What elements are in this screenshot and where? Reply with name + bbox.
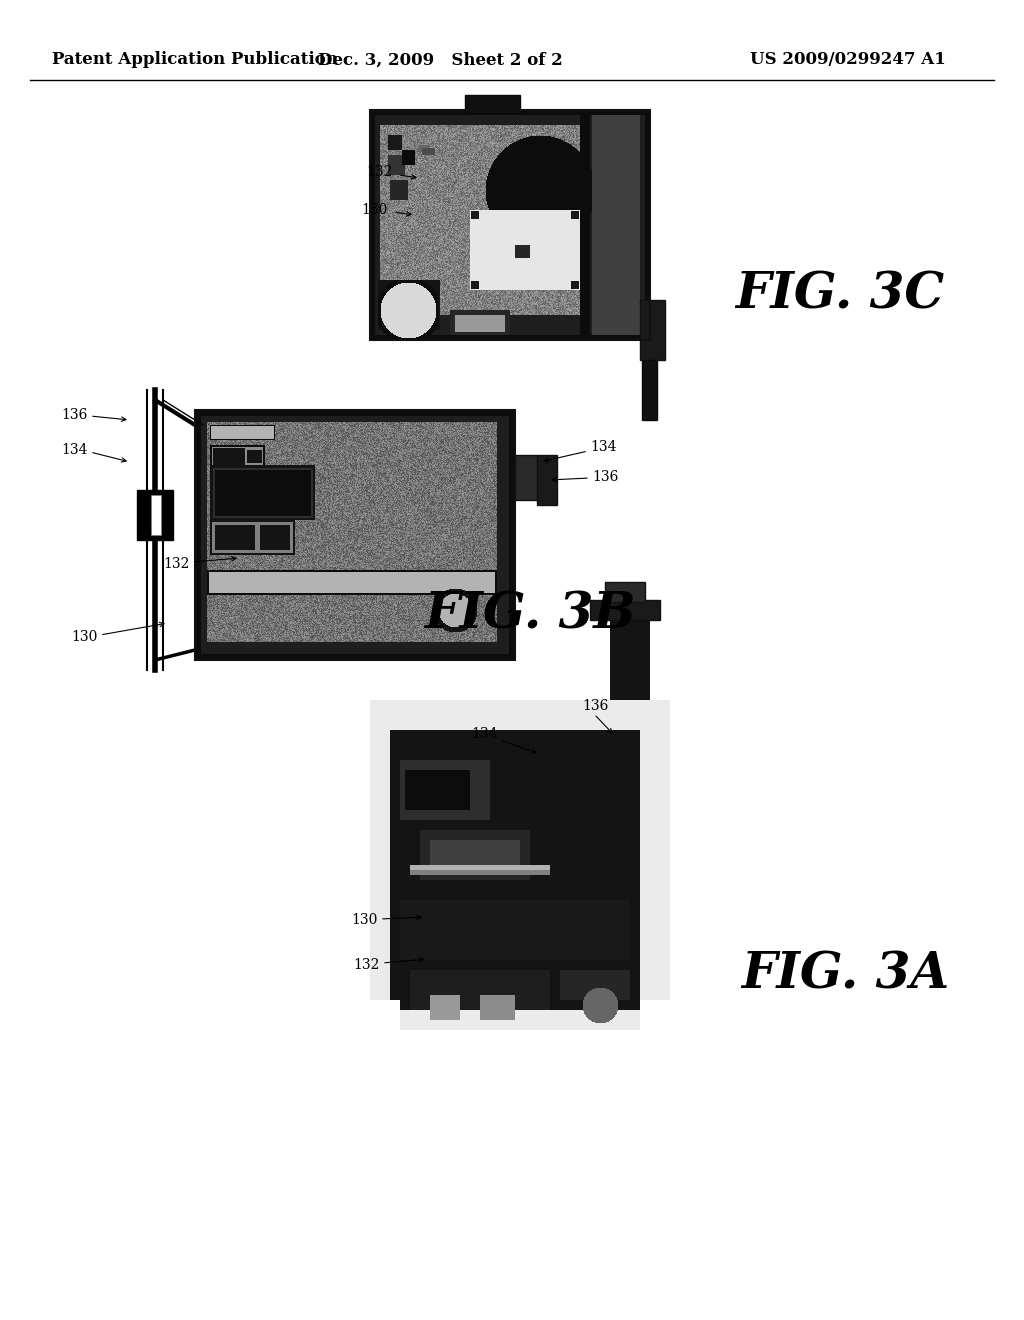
Text: 130: 130 [351,913,378,927]
Bar [195,411,515,660]
Bar [137,490,173,540]
Bar [642,360,657,420]
Text: FIG. 3C: FIG. 3C [735,271,944,319]
Text: 134: 134 [471,727,498,741]
Bar [151,495,161,535]
Bar [515,455,537,500]
Text: Dec. 3, 2009   Sheet 2 of 2: Dec. 3, 2009 Sheet 2 of 2 [317,51,562,69]
Text: 132: 132 [164,557,190,572]
Text: FIG. 3B: FIG. 3B [424,590,636,639]
Bar [465,95,520,114]
Bar [640,1001,675,1035]
Text: 130: 130 [361,203,388,216]
Text: 132: 132 [367,165,393,180]
Text: 134: 134 [590,440,616,454]
Text: 136: 136 [592,470,618,484]
Bar [590,601,660,620]
Text: 130: 130 [72,630,98,644]
Text: Patent Application Publication: Patent Application Publication [52,51,338,69]
Text: US 2009/0299247 A1: US 2009/0299247 A1 [750,51,946,69]
Text: 134: 134 [61,444,88,457]
Bar [370,1001,400,1035]
Bar [640,300,665,360]
Text: 136: 136 [582,700,608,713]
Bar [370,110,650,341]
Text: 132: 132 [353,958,380,972]
Text: FIG. 3A: FIG. 3A [741,950,949,999]
Bar [537,455,557,506]
Text: 136: 136 [61,408,88,422]
Bar [605,582,645,602]
